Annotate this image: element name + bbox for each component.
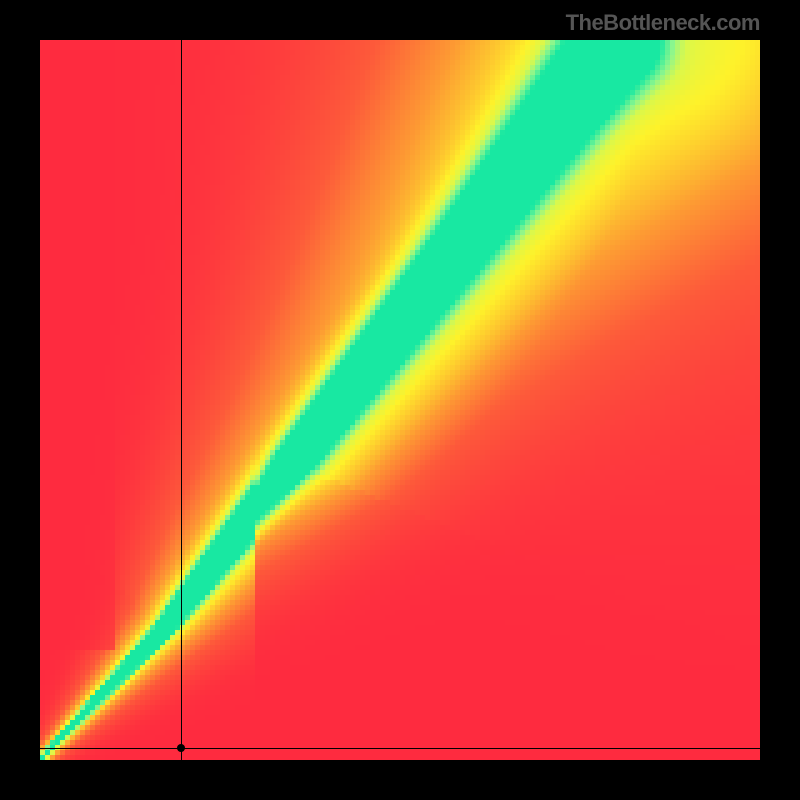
crosshair-dot [177,744,185,752]
crosshair-vertical [181,0,182,800]
watermark-text: TheBottleneck.com [566,10,760,36]
heatmap-plot [40,40,760,760]
crosshair-horizontal [0,748,800,749]
heatmap-canvas [40,40,760,760]
